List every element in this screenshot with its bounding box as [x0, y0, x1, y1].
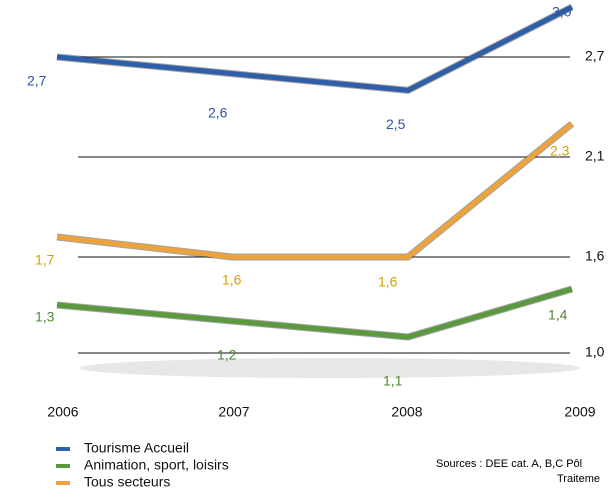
source: Sources : DEE cat. A, B,C Pôl: [436, 458, 582, 470]
data-label: 2,5: [386, 116, 406, 132]
data-label: 1,3: [35, 309, 55, 325]
legend-swatch: [56, 481, 70, 485]
source: Traiteme: [557, 473, 600, 485]
x-tick-label: 2009: [564, 404, 595, 420]
legend-swatch: [56, 447, 70, 451]
y-tick-label: 2,7: [585, 48, 605, 64]
x-tick-label: 2008: [391, 404, 422, 420]
data-label: 1,6: [378, 274, 398, 290]
data-label: 1,4: [548, 307, 568, 323]
y-tick-label: 1,0: [585, 344, 605, 360]
data-label: 3,0: [552, 4, 572, 20]
legend-label: Tous secteurs: [84, 474, 170, 490]
legend-swatch: [56, 464, 70, 468]
series-line: [56, 121, 574, 260]
data-label: 1,7: [35, 252, 55, 268]
x-tick-label: 2007: [218, 404, 249, 420]
data-label: 1,2: [217, 347, 237, 363]
y-tick-label: 1,6: [585, 248, 605, 264]
legend-label: Tourisme Accueil: [84, 440, 189, 456]
shadow: [80, 358, 580, 378]
series-line: [56, 286, 573, 340]
series-line: [56, 4, 574, 93]
y-tick-label: 2,1: [585, 148, 605, 164]
data-label: 1,6: [222, 272, 242, 288]
data-label: 2,3: [550, 142, 570, 158]
x-tick-label: 2006: [47, 404, 78, 420]
data-label: 2,7: [27, 73, 47, 89]
line-outline: [56, 120, 575, 261]
data-label: 2,6: [208, 104, 228, 120]
data-label: 1,1: [383, 373, 403, 389]
legend-label: Animation, sport, loisirs: [84, 457, 229, 473]
